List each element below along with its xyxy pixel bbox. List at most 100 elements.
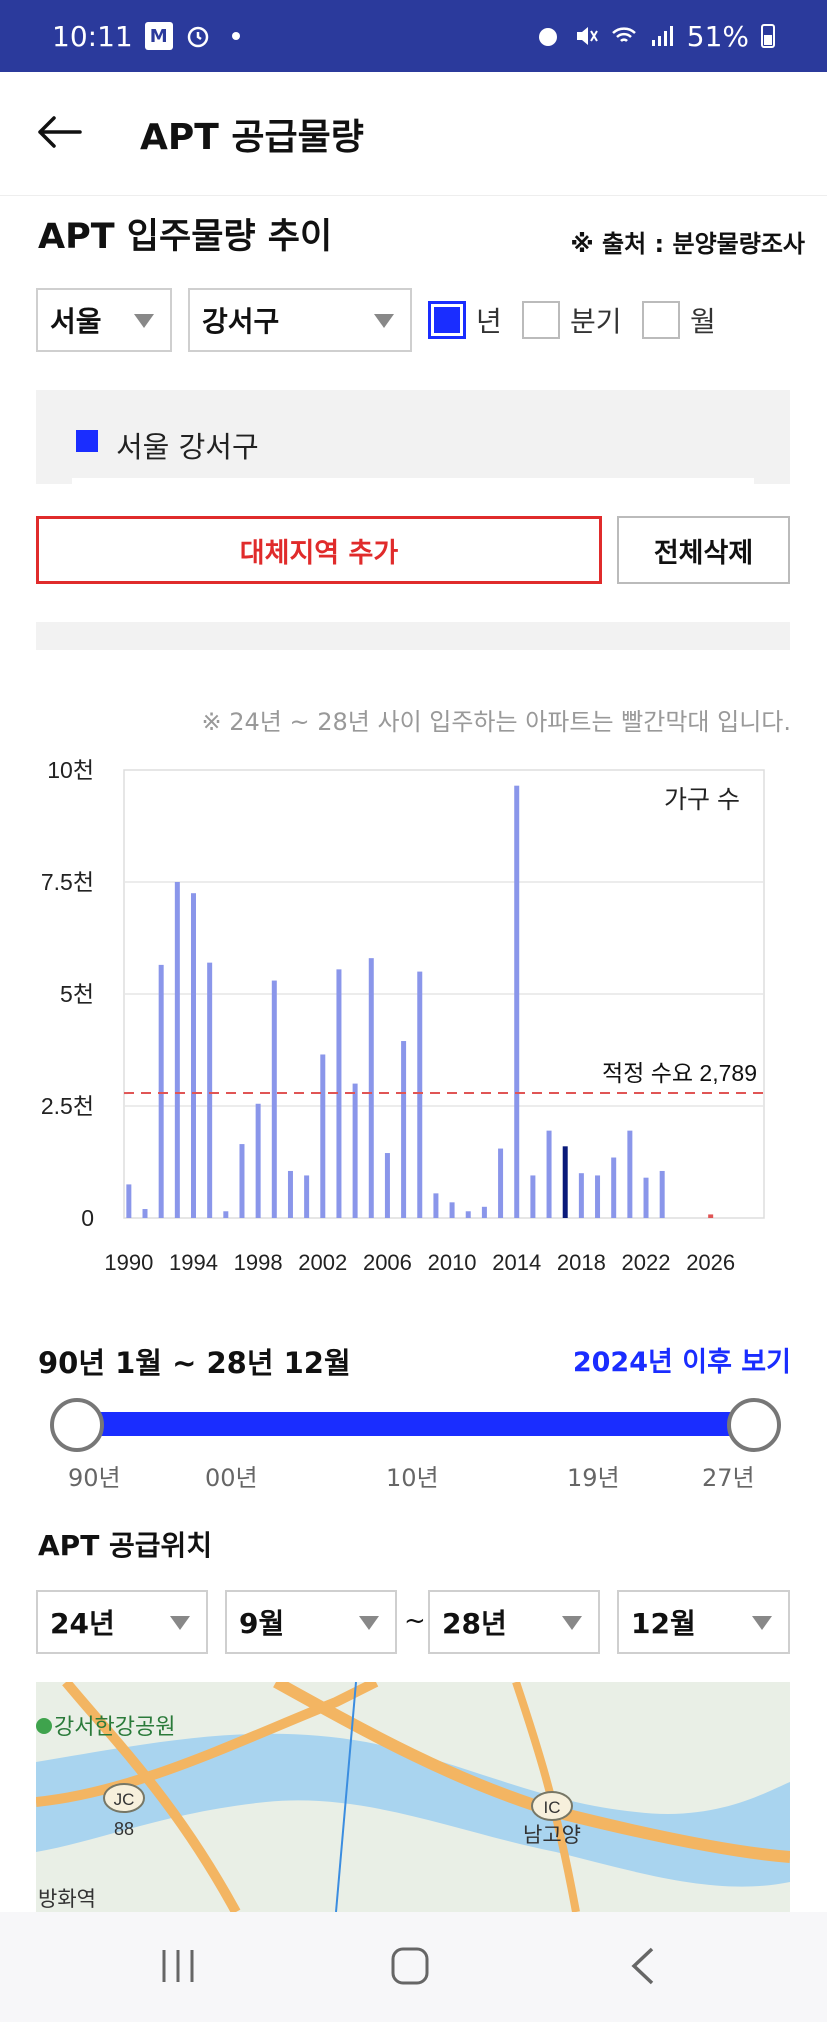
y-tick-label: 0 [81, 1205, 94, 1231]
month-checkbox[interactable] [642, 301, 680, 339]
bar-2026 [708, 1214, 714, 1218]
supply-location-map[interactable]: 강서한강공원 JC 88 IC 남고양 방화역 [36, 1682, 790, 1912]
x-tick-label: 2018 [557, 1250, 606, 1275]
to-month-select[interactable]: 12월 [617, 1590, 790, 1654]
recent-apps-icon[interactable] [160, 1948, 196, 1984]
mute-icon [576, 27, 598, 45]
bar-2001 [304, 1175, 310, 1218]
bar-2000 [287, 1170, 293, 1218]
y-tick-label: 2.5천 [41, 1093, 94, 1119]
bar-2021 [627, 1130, 633, 1218]
bar-2005 [368, 958, 374, 1218]
chart-note: ※ 24년 ~ 28년 사이 입주하는 아파트는 빨간막대 입니다. [201, 708, 791, 736]
period-month-option[interactable]: 월 [642, 300, 716, 340]
bar-2006 [384, 1153, 390, 1218]
x-tick-label: 2022 [622, 1250, 671, 1275]
range-tick: 19년 [567, 1464, 620, 1492]
supply-bar-chart: 0 2.5천 5천 7.5천 10천 1990 1994 1998 2002 2006 2010 2… [41, 757, 765, 1275]
back-nav-icon[interactable] [628, 1946, 658, 1986]
chevron-down-icon [359, 1616, 379, 1630]
bar-1994 [190, 893, 196, 1218]
from-month-value: 9월 [239, 1607, 285, 1640]
month-label: 월 [690, 305, 716, 338]
from-year-select[interactable]: 24년 [36, 1590, 208, 1654]
river-area [36, 1733, 790, 1887]
x-tick-label: 1998 [234, 1250, 283, 1275]
x-tick-label: 2002 [298, 1250, 347, 1275]
app-header: APT 공급물량 [0, 72, 827, 196]
home-icon[interactable] [390, 1946, 430, 1986]
range-tick: 10년 [386, 1464, 439, 1492]
range-tick: 27년 [702, 1464, 755, 1492]
road [36, 1682, 379, 1807]
after-2024-link[interactable]: 2024년 이후 보기 [572, 1347, 791, 1378]
bar-1996 [223, 1211, 229, 1218]
bar-2008 [417, 971, 423, 1218]
bar-1998 [255, 1103, 261, 1218]
range-slider-start-handle[interactable] [50, 1398, 104, 1452]
from-year-value: 24년 [50, 1607, 115, 1640]
period-quarter-option[interactable]: 분기 [522, 300, 622, 340]
bar-1995 [207, 962, 213, 1218]
range-slider-track[interactable] [76, 1412, 754, 1436]
city-select-value: 서울 [50, 305, 102, 338]
bar-2014 [514, 785, 520, 1218]
range-slider-end-handle[interactable] [727, 1398, 781, 1452]
location-title: APT 공급위치 [38, 1529, 213, 1562]
system-nav-bar [0, 1912, 827, 2022]
reference-label: 적정 수요 2,789 [602, 1060, 757, 1086]
add-region-button[interactable]: 대체지역 추가 [36, 516, 602, 584]
x-tick-label: 2026 [686, 1250, 735, 1275]
map-label-ic-name: 남고양 [523, 1824, 581, 1847]
wifi-icon [611, 27, 636, 42]
y-tick-label: 7.5천 [41, 869, 94, 895]
bar-2022 [643, 1177, 649, 1218]
status-time: 10:11 [52, 19, 133, 53]
period-year-option[interactable]: 년 [428, 300, 502, 340]
dot-icon [231, 32, 240, 40]
bar-2015 [530, 1175, 536, 1218]
quarter-checkbox[interactable] [522, 301, 560, 339]
status-bar: 10:11 M 51% [0, 0, 827, 72]
district-select-value: 강서구 [202, 305, 280, 338]
bar-2018 [578, 1173, 584, 1218]
road [512, 1682, 580, 1912]
ic-icon [531, 1791, 573, 1821]
clear-all-button[interactable]: 전체삭제 [617, 516, 790, 584]
battery-percent: 51% [686, 19, 749, 53]
y-tick-label: 5천 [60, 981, 94, 1007]
x-tick-label: 2014 [492, 1250, 541, 1275]
x-tick-label: 1990 [104, 1250, 153, 1275]
map-label-park: 강서한강공원 [54, 1714, 175, 1739]
map-label-station: 방화역 [38, 1888, 96, 1911]
city-select[interactable]: 서울 [36, 288, 172, 352]
x-tick-label: 2006 [363, 1250, 412, 1275]
chevron-down-icon [562, 1616, 582, 1630]
legend-color-chip [76, 430, 98, 452]
bar-1993 [174, 882, 180, 1218]
divider [36, 622, 790, 650]
back-arrow-icon[interactable] [36, 112, 82, 152]
unit-label: 가구 수 [664, 786, 740, 814]
bar-1997 [239, 1144, 245, 1218]
bar-2010 [449, 1202, 455, 1218]
bar-2009 [433, 1193, 439, 1218]
chevron-down-icon [170, 1616, 190, 1630]
bar-1990 [126, 1184, 132, 1218]
bar-2002 [320, 1054, 326, 1218]
map-canvas[interactable]: 강서한강공원 JC 88 IC 남고양 방화역 [36, 1682, 790, 1912]
region-legend-box: 서울 강서구 [36, 390, 790, 484]
bar-2003 [336, 969, 342, 1218]
section-title: APT 입주물량 추이 [38, 217, 333, 257]
battery-icon [761, 24, 775, 48]
bar-2019 [595, 1175, 601, 1218]
alarm-set-icon [538, 28, 557, 46]
map-label-road: 88 [114, 1819, 134, 1839]
from-month-select[interactable]: 9월 [225, 1590, 397, 1654]
page-title: APT 공급물량 [140, 117, 364, 158]
bar-2013 [498, 1148, 504, 1218]
to-year-select[interactable]: 28년 [428, 1590, 600, 1654]
map-label-ic: IC [544, 1798, 561, 1817]
year-checkbox[interactable] [428, 301, 466, 339]
district-select[interactable]: 강서구 [188, 288, 412, 352]
